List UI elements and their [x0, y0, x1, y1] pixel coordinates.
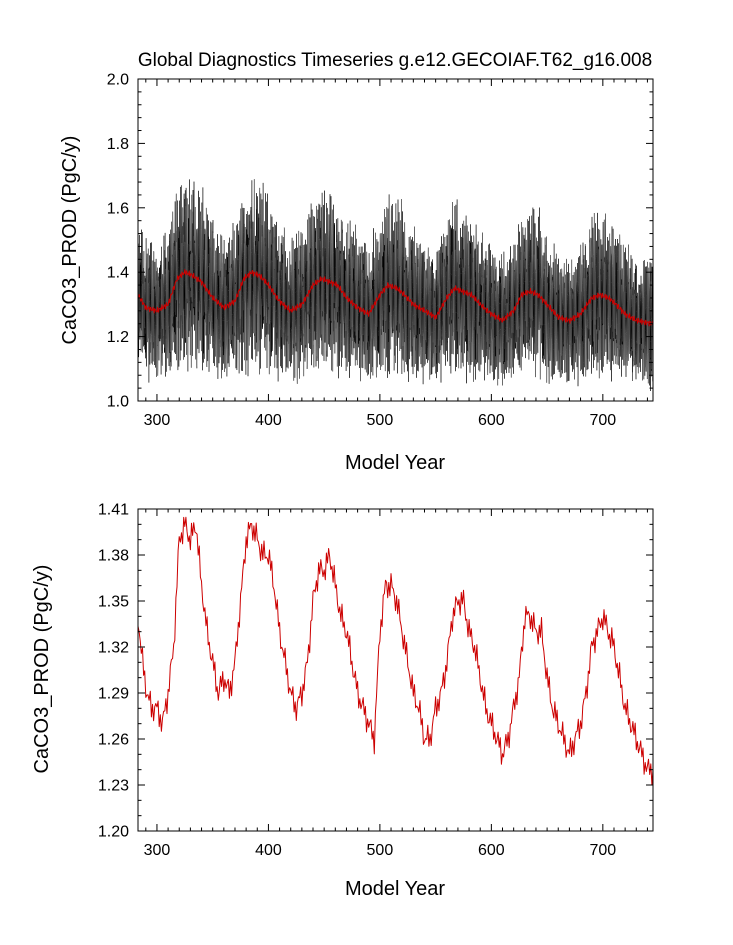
y-tick-label: 1.8 [107, 136, 129, 153]
y-tick-label: 1.41 [98, 502, 129, 519]
x-tick-label: 700 [589, 412, 616, 429]
y-tick-label: 1.6 [107, 200, 129, 217]
x-tick-label: 300 [144, 412, 171, 429]
x-tick-label: 500 [367, 412, 394, 429]
y-tick-label: 1.4 [107, 265, 129, 282]
y-tick-label: 1.23 [98, 778, 129, 795]
panel-top: CaCO3_PROD (PgC/y) Model Year 300 400 500 6… [59, 72, 654, 474]
series-line-annual-mean [138, 516, 653, 786]
plot-area [138, 516, 653, 786]
x-tick-label: 600 [478, 412, 505, 429]
plot-area [138, 178, 653, 392]
y-tick-label: 1.29 [98, 686, 129, 703]
y-tick-label: 2.0 [107, 72, 129, 89]
y-tick-label: 1.0 [107, 394, 129, 411]
y-axis-label: CaCO3_PROD (PgC/y) [31, 565, 53, 774]
plot-frame [137, 508, 654, 832]
y-tick-label: 1.20 [98, 824, 129, 841]
series-line-monthly [138, 178, 653, 392]
x-tick-label: 500 [367, 842, 394, 859]
chart-title: Global Diagnostics Timeseries g.e12.GECO… [138, 50, 652, 71]
x-axis-label: Model Year [345, 878, 445, 900]
y-tick-label: 1.26 [98, 732, 129, 749]
panel-bottom: CaCO3_PROD (PgC/y) Model Year 300 400 500 6… [31, 502, 654, 900]
x-tick-label: 700 [589, 842, 616, 859]
series-line-annual-mean [138, 269, 653, 327]
y-tick-label: 1.35 [98, 594, 129, 611]
y-tick-label: 1.2 [107, 329, 129, 346]
x-tick-label: 600 [478, 842, 505, 859]
y-tick-label: 1.32 [98, 640, 129, 657]
y-axis-label: CaCO3_PROD (PgC/y) [59, 136, 81, 345]
x-axis-label: Model Year [345, 452, 445, 474]
x-tick-label: 400 [255, 412, 282, 429]
plot-frame [137, 78, 654, 402]
x-tick-label: 300 [144, 842, 171, 859]
y-tick-label: 1.38 [98, 548, 129, 565]
x-tick-label: 400 [255, 842, 282, 859]
